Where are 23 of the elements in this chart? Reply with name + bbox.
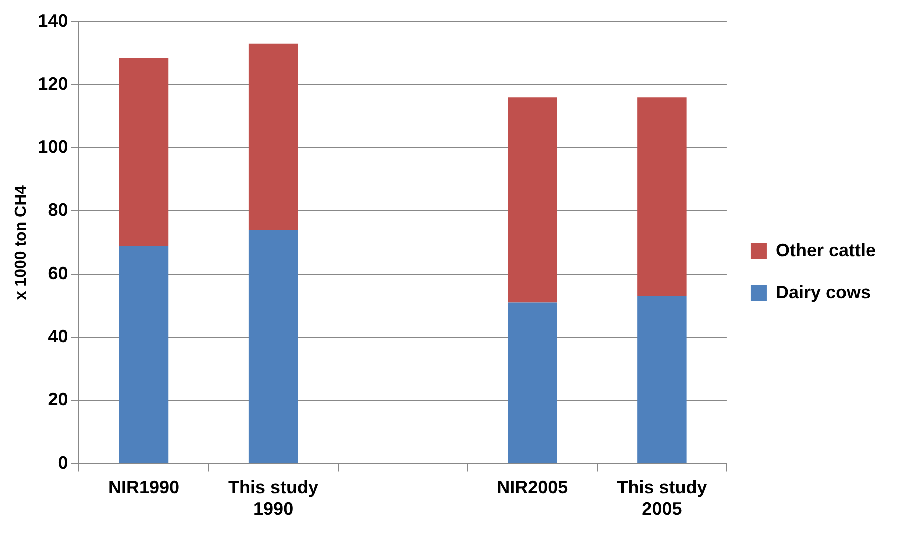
y-tick-label: 20 [48, 390, 68, 410]
y-tick-label: 0 [58, 452, 68, 473]
x-tick-label: This study 2005 [617, 478, 708, 520]
bar [508, 302, 558, 464]
bar [119, 58, 169, 246]
y-axis-title: x 1000 ton CH4 [13, 185, 30, 300]
bar [508, 98, 558, 303]
bar [638, 296, 687, 464]
y-tick-label: 40 [48, 326, 68, 346]
legend-label: Dairy cows [776, 282, 872, 302]
y-tick-label: 120 [38, 74, 68, 94]
bar [119, 246, 169, 464]
y-tick-label: 80 [48, 200, 68, 220]
legend-label: Other cattle [776, 240, 876, 260]
bar [248, 230, 298, 464]
x-tick-label: This study 1990 [228, 478, 319, 520]
y-tick-label: 60 [48, 263, 68, 284]
bar [638, 98, 687, 296]
bar [248, 44, 298, 230]
x-tick-label: NIR2005 [497, 478, 568, 498]
y-tick-label: 140 [38, 10, 68, 31]
x-tick-label: NIR1990 [108, 478, 180, 498]
y-tick-label: 100 [38, 137, 68, 158]
